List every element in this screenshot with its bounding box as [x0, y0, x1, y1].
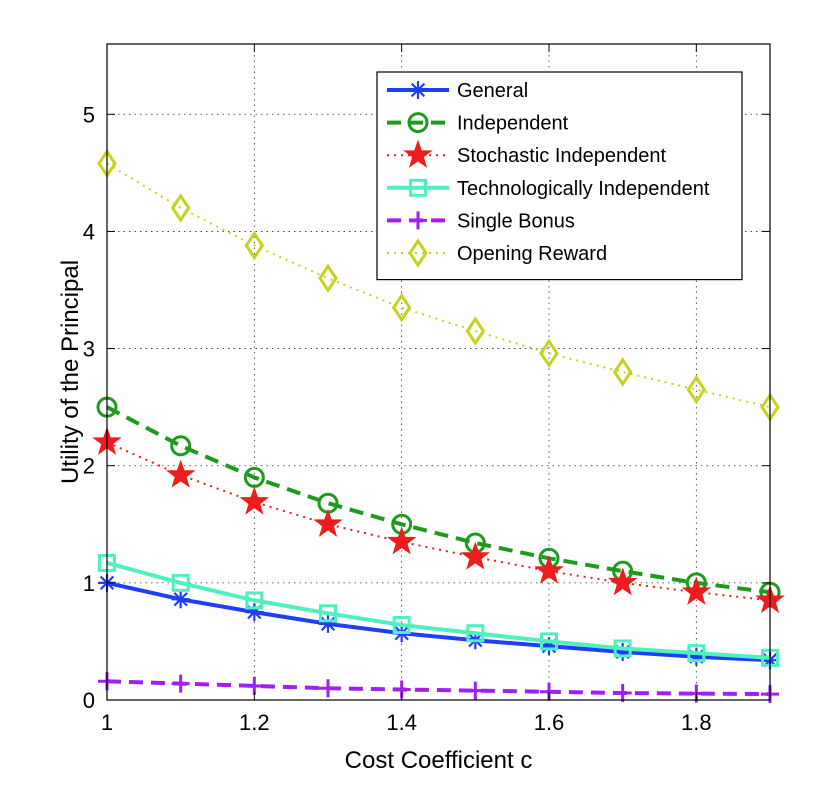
x-tick-label: 1.8: [681, 710, 712, 735]
point-plus: [171, 674, 190, 693]
legend-label: Technologically Independent: [457, 178, 710, 200]
point-square: [319, 604, 337, 623]
x-tick-label: 1.2: [239, 710, 270, 735]
point-diamond: [612, 357, 633, 387]
point-plus: [613, 683, 632, 702]
y-tick-label: 5: [83, 102, 95, 127]
x-tick-label: 1.6: [534, 710, 565, 735]
series-stochastic-independent: [92, 426, 785, 614]
point-plus: [409, 211, 427, 230]
legend-label: General: [457, 80, 528, 102]
series-line: [106, 560, 771, 660]
legend-item: Single Bonus: [387, 210, 575, 232]
point-star: [607, 567, 638, 596]
point-diamond: [408, 238, 428, 268]
series-line: [106, 441, 771, 602]
point-star: [165, 459, 196, 488]
point-star: [681, 576, 712, 605]
point-diamond: [391, 292, 412, 323]
point-square: [613, 639, 632, 658]
point-square: [687, 644, 706, 663]
series-line: [106, 162, 771, 409]
y-tick-label: 4: [83, 219, 95, 244]
point-diamond: [686, 374, 707, 405]
series-line: [106, 405, 771, 595]
point-diamond: [170, 193, 191, 223]
point-star: [239, 486, 270, 515]
y-tick-label: 3: [83, 337, 95, 362]
legend-item: General: [387, 80, 528, 102]
plot-frame: [106, 43, 771, 701]
legend-item: Stochastic Independent: [387, 139, 666, 168]
legend-item: Technologically Independent: [387, 178, 710, 200]
legend-box: [376, 71, 743, 281]
x-tick-label: 1: [101, 710, 113, 735]
point-star: [313, 508, 343, 537]
point-square: [392, 616, 411, 635]
point-circle: [407, 112, 429, 134]
y-tick-label: 0: [83, 688, 95, 713]
point-star: [460, 541, 491, 570]
point-plus: [466, 681, 485, 700]
legend-item: Opening Reward: [387, 238, 607, 268]
point-star: [403, 139, 433, 168]
point-star: [534, 555, 564, 584]
point-square: [540, 632, 558, 651]
series-line: [106, 679, 771, 697]
point-diamond: [465, 316, 486, 346]
series-technologically-independent: [98, 553, 779, 667]
legend-label: Opening Reward: [457, 243, 607, 265]
y-tick-label: 2: [83, 454, 95, 479]
legend-label: Independent: [457, 113, 569, 135]
series-line: [106, 580, 771, 663]
point-asterisk: [171, 590, 190, 609]
point-square: [409, 178, 427, 197]
series-independent: [96, 396, 781, 603]
point-diamond: [539, 338, 559, 368]
point-circle: [170, 435, 192, 457]
legend-item: Independent: [387, 112, 569, 135]
point-square: [245, 591, 264, 610]
y-axis-label: Utility of the Principal: [57, 260, 84, 484]
legend: General Independent Stochastic Independent…: [376, 71, 743, 281]
x-tick-label: 1.4: [386, 710, 417, 735]
point-diamond: [318, 263, 338, 293]
point-plus: [245, 676, 264, 695]
x-axis-label: Cost Coefficient c: [345, 747, 533, 774]
legend-label: Stochastic Independent: [457, 145, 666, 167]
point-plus: [319, 679, 337, 698]
point-square: [466, 624, 485, 643]
point-square: [171, 573, 190, 592]
point-circle: [243, 466, 265, 488]
point-diamond: [244, 230, 265, 261]
point-asterisk: [409, 81, 427, 99]
y-tick-label: 1: [83, 571, 95, 596]
series-single-bonus: [98, 672, 779, 704]
legend-label: Single Bonus: [457, 210, 575, 232]
point-star: [386, 526, 417, 555]
